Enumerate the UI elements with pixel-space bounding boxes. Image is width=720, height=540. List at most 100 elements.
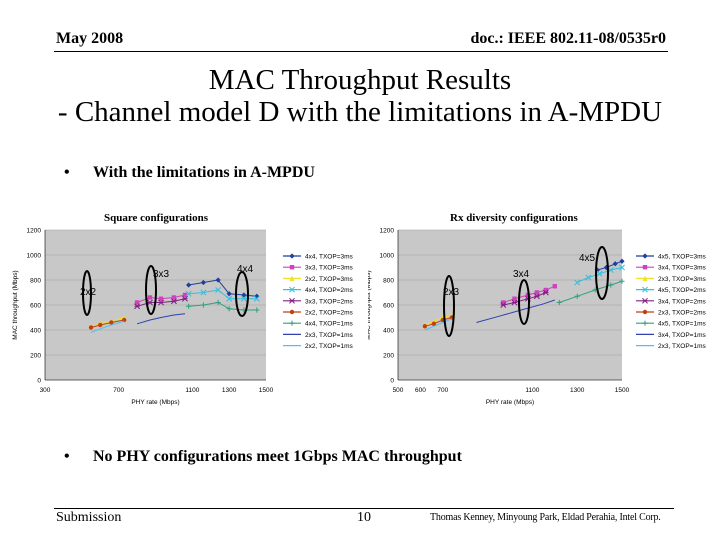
data-point <box>200 289 207 296</box>
config-ellipse <box>595 246 609 300</box>
legend-entry: 4x4, TXOP=1ms <box>305 321 353 328</box>
y-tick-label: 1000 <box>27 253 42 260</box>
y-tick-label: 800 <box>30 278 41 285</box>
data-point <box>543 287 549 293</box>
data-point <box>552 284 557 289</box>
data-point <box>226 291 232 297</box>
x-tick-label: 1300 <box>222 387 237 394</box>
chart-title-square: Square configurations <box>104 212 209 224</box>
slide-title: MAC Throughput Results - Channel model D… <box>0 64 720 128</box>
data-point <box>511 299 518 306</box>
footer-submission: Submission <box>56 510 122 525</box>
data-point <box>158 296 164 301</box>
legend-entry: 2x3, TXOP=1ms <box>658 343 706 350</box>
header-doc-id: doc.: IEEE 802.11-08/0535r0 <box>470 30 666 47</box>
data-point <box>200 302 206 308</box>
series-group <box>185 287 260 302</box>
y-tick-label: 800 <box>383 278 394 285</box>
legend-marker <box>642 286 648 293</box>
series-group <box>574 264 625 286</box>
data-point <box>422 324 428 329</box>
legend-entry: 2x3, TXOP=1ms <box>305 332 353 339</box>
x-axis-label: PHY rate (Mbps) <box>486 399 534 406</box>
x-tick-label: 500 <box>393 387 404 394</box>
data-point <box>182 295 188 302</box>
legend: 4x5, TXOP=3ms 3x4, TXOP=3ms 2x3, TXOP=3ms 4… <box>636 253 706 350</box>
legend-entry: 3x4, TXOP=1ms <box>658 332 706 339</box>
series-line <box>90 319 125 328</box>
legend-marker <box>289 253 295 259</box>
data-point <box>200 279 206 286</box>
bullet-marker-1: • <box>64 164 70 181</box>
data-point <box>619 278 625 284</box>
series-group <box>424 318 452 331</box>
legend-entry: 2x2, TXOP=2ms <box>305 310 353 317</box>
data-point <box>556 299 562 306</box>
data-point <box>98 322 103 328</box>
legend-entry: 4x4, TXOP=2ms <box>305 287 353 294</box>
data-point <box>226 295 233 302</box>
footer-page-number: 10 <box>357 510 371 525</box>
data-point <box>241 292 247 298</box>
legend-entry: 4x5, TXOP=2ms <box>658 287 706 294</box>
legend-entry: 4x4, TXOP=3ms <box>305 254 353 261</box>
chart-rx-diversity-configurations: 0 200 400 600 800 1000 1200 500 600 700 1100 1300 15… <box>368 228 706 407</box>
data-point <box>533 293 540 300</box>
series-group <box>88 317 127 330</box>
header-divider <box>54 51 668 52</box>
legend-entry: 2x3, TXOP=2ms <box>658 310 706 317</box>
legend-marker <box>289 275 295 281</box>
data-point <box>170 298 177 305</box>
annotation-label: 2x2 <box>80 287 97 298</box>
data-point <box>215 299 221 306</box>
config-ellipse <box>82 270 92 316</box>
header-date: May 2008 <box>56 30 124 47</box>
x-axis-label: PHY rate (Mbps) <box>131 399 179 406</box>
series-group <box>90 320 125 333</box>
data-point <box>158 299 164 306</box>
series-group <box>476 299 555 323</box>
y-tick-label: 1000 <box>380 253 395 260</box>
legend-entry: 3x3, TXOP=3ms <box>305 265 353 272</box>
legend-entry: 3x3, TXOP=2ms <box>305 298 353 305</box>
legend-entry: 2x3, TXOP=3ms <box>658 276 706 283</box>
series-line <box>424 314 452 326</box>
data-point <box>147 295 153 300</box>
y-tick-label: 600 <box>30 303 41 310</box>
series-line <box>90 317 125 327</box>
legend-marker <box>642 265 648 270</box>
data-point <box>534 290 540 295</box>
x-tick-label: 1100 <box>185 387 199 394</box>
data-point <box>185 290 192 297</box>
bullet-marker-2: • <box>64 448 70 465</box>
y-tick-label: 200 <box>383 353 394 360</box>
config-ellipse <box>518 279 530 325</box>
y-tick-label: 600 <box>383 303 394 310</box>
chart-square-configurations: 0 200 400 600 800 1000 1200 300 700 1100 1300 1500 P… <box>12 228 353 407</box>
data-point <box>512 296 517 301</box>
data-point <box>619 264 625 271</box>
legend-marker <box>289 286 295 293</box>
series-group <box>136 313 186 325</box>
data-point <box>134 303 141 310</box>
bullet-text-2: No PHY configurations meet 1Gbps MAC thr… <box>93 448 462 465</box>
data-point <box>182 292 188 298</box>
annotation-label: 3x3 <box>153 269 170 280</box>
legend-marker <box>642 275 648 281</box>
y-axis-label: MAC throughput (Mbps) <box>368 270 372 339</box>
data-point <box>215 287 222 293</box>
data-point <box>215 277 221 283</box>
series-line <box>136 313 186 325</box>
data-point <box>608 282 614 288</box>
data-point <box>612 261 618 267</box>
annotation-label: 2x3 <box>443 287 460 298</box>
title-line-2: - Channel model D with the limitations i… <box>57 96 663 128</box>
y-tick-label: 1200 <box>27 228 42 235</box>
title-line-1: MAC Throughput Results <box>208 64 512 96</box>
data-point <box>147 299 153 306</box>
chart-title-rx-diversity: Rx diversity configurations <box>450 212 578 224</box>
x-tick-label: 1500 <box>259 387 274 394</box>
legend-entry: 3x4, TXOP=2ms <box>658 298 706 305</box>
x-tick-label: 700 <box>113 387 124 394</box>
data-point <box>171 295 177 300</box>
